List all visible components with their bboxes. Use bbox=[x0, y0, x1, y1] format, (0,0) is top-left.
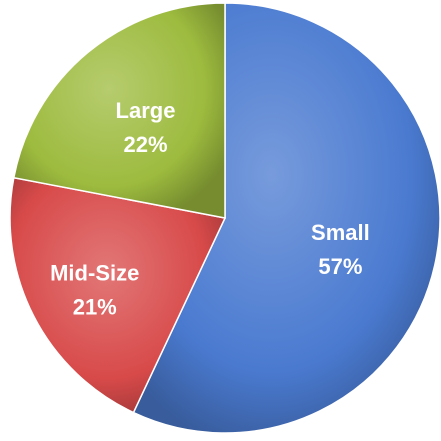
slice-value-small: 57% bbox=[318, 254, 362, 279]
slice-value-mid-size: 21% bbox=[73, 294, 117, 319]
slice-value-large: 22% bbox=[123, 132, 167, 157]
slice-label-large: Large bbox=[116, 98, 176, 123]
slice-label-small: Small bbox=[311, 220, 370, 245]
pie-slice-mid-size bbox=[9, 176, 227, 414]
pie-slice-small bbox=[132, 2, 441, 434]
pie-slice-large bbox=[12, 2, 226, 219]
slice-label-mid-size: Mid-Size bbox=[50, 260, 139, 285]
